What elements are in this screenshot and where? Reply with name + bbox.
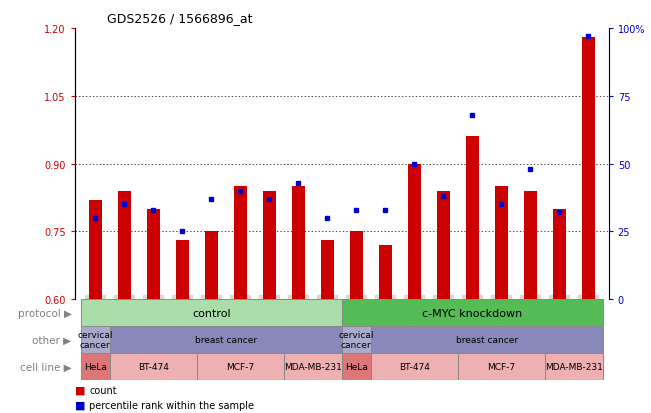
Bar [466,137,479,299]
Bar [176,241,189,299]
Bar [146,209,159,299]
Text: breast cancer: breast cancer [456,335,518,344]
Bar [263,191,276,299]
Text: percentile rank within the sample: percentile rank within the sample [89,399,254,410]
Text: ■: ■ [75,385,85,395]
Bar [371,353,458,380]
Text: cervical
cancer: cervical cancer [339,330,374,349]
Text: cell line ▶: cell line ▶ [20,361,72,372]
Bar [81,299,342,326]
Bar [284,353,342,380]
Bar [545,353,603,380]
Bar [379,245,392,299]
Bar [524,191,537,299]
Text: c-MYC knockdown: c-MYC knockdown [422,308,523,318]
Text: HeLa: HeLa [345,362,368,371]
Text: MDA-MB-231: MDA-MB-231 [284,362,342,371]
Bar [342,326,371,353]
Bar [204,232,217,299]
Bar [197,353,284,380]
Bar [495,187,508,299]
Bar [109,326,342,353]
Text: MDA-MB-231: MDA-MB-231 [545,362,603,371]
Text: cervical
cancer: cervical cancer [77,330,113,349]
Bar [582,38,595,299]
Text: BT-474: BT-474 [138,362,169,371]
Bar [553,209,566,299]
Text: protocol ▶: protocol ▶ [18,308,72,318]
Text: breast cancer: breast cancer [195,335,256,344]
Bar [342,353,371,380]
Bar [458,353,545,380]
Text: MCF-7: MCF-7 [226,362,255,371]
Bar [408,164,421,299]
Bar [109,353,197,380]
Text: count: count [89,385,117,395]
Text: ■: ■ [75,399,85,410]
Text: BT-474: BT-474 [399,362,430,371]
Bar [81,326,109,353]
Bar [350,232,363,299]
Text: other ▶: other ▶ [33,335,72,345]
Bar [118,191,131,299]
Bar [89,200,102,299]
Bar [292,187,305,299]
Bar [342,299,603,326]
Text: GDS2526 / 1566896_at: GDS2526 / 1566896_at [107,12,253,25]
Bar [321,241,334,299]
Bar [371,326,603,353]
Bar [234,187,247,299]
Text: MCF-7: MCF-7 [488,362,516,371]
Bar [81,353,109,380]
Bar [437,191,450,299]
Text: HeLa: HeLa [84,362,107,371]
Text: control: control [192,308,230,318]
